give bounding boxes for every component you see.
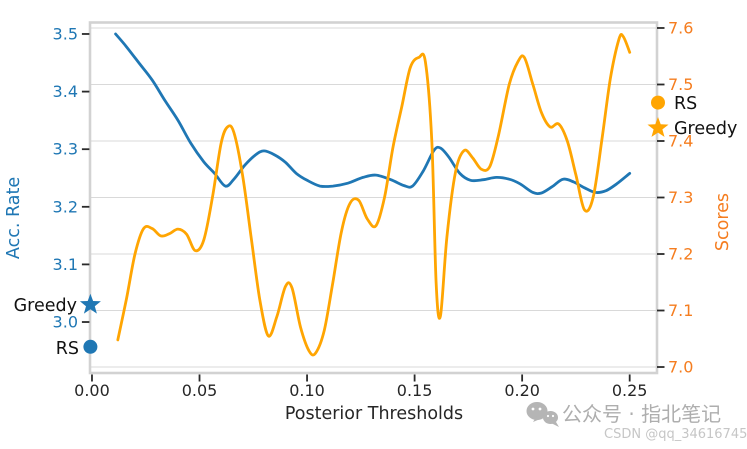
- rs-right-annotation: RS: [674, 94, 697, 114]
- x-tick-label: 0.15: [397, 381, 433, 400]
- y-left-tick-label: 3.3: [53, 140, 78, 159]
- x-tick-label: 0.10: [289, 381, 325, 400]
- x-tick-label: 0.20: [504, 381, 540, 400]
- greedy-right-annotation: Greedy: [674, 119, 737, 139]
- watermark-csdn-text: CSDN @qq_34616745: [604, 427, 747, 442]
- x-tick-label: 0.00: [74, 381, 110, 400]
- annotation-markers: [79, 95, 669, 354]
- x-axis-label: Posterior Thresholds: [285, 404, 463, 424]
- greedy-star-marker: [647, 117, 669, 137]
- y-axis-label-left: Acc. Rate: [4, 177, 24, 259]
- tick-labels: 3.5 3.4 3.3 3.2 3.1 3.0 7.6 7.5 7.4 7.3 7.2 7.1 7.0 0…: [53, 18, 694, 400]
- y-left-tick-label: 3.2: [53, 197, 78, 216]
- y-right-tick-label: 7.2: [668, 245, 693, 264]
- rs-circle-marker: [83, 339, 98, 354]
- y-left-tick-label: 3.1: [53, 255, 78, 274]
- y-left-tick-label: 3.5: [53, 24, 78, 43]
- rs-left-annotation: RS: [56, 339, 79, 359]
- x-tick-label: 0.25: [612, 381, 648, 400]
- y-left-tick-label: 3.0: [53, 313, 78, 332]
- line-acc-rate: [114, 32, 632, 196]
- wechat-icon: [526, 402, 559, 427]
- y-right-tick-label: 7.0: [668, 358, 693, 377]
- greedy-left-annotation: Greedy: [14, 296, 77, 316]
- gridlines: [90, 27, 656, 368]
- watermark-text: 公众号 · 指北笔记: [562, 402, 721, 426]
- tick-marks: [81, 27, 665, 382]
- x-tick-label: 0.05: [182, 381, 218, 400]
- y-axis-label-right: Scores: [713, 193, 733, 251]
- y-right-tick-label: 7.1: [668, 301, 693, 320]
- y-right-tick-label: 7.5: [668, 75, 693, 94]
- rs-circle-marker: [651, 95, 665, 110]
- line-scores: [116, 33, 632, 357]
- y-right-tick-label: 7.3: [668, 188, 693, 207]
- data-lines: [114, 32, 632, 357]
- y-right-tick-label: 7.6: [668, 18, 693, 37]
- y-right-tick-label: 7.4: [668, 131, 693, 150]
- greedy-star-marker: [79, 293, 101, 314]
- y-left-tick-label: 3.4: [53, 82, 78, 101]
